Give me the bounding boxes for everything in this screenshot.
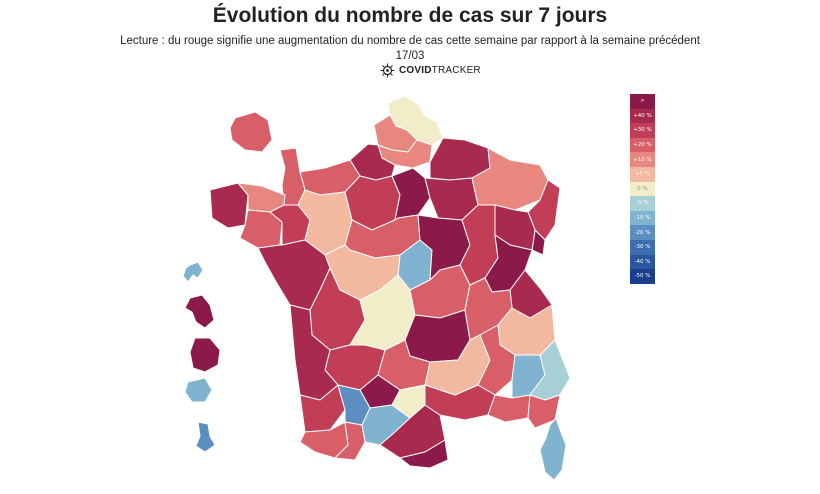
region-puy-de-dome xyxy=(404,309,471,363)
region-hautes-pyrenees xyxy=(334,421,366,461)
legend-item: +30 % xyxy=(630,123,655,138)
region-la-reunion xyxy=(184,377,213,403)
brand-logo: COVIDTRACKER xyxy=(380,62,481,78)
legend-item: +10 % xyxy=(630,152,655,167)
legend-item: -50 % xyxy=(630,269,655,284)
region-finistere xyxy=(209,182,249,229)
legend-item: > xyxy=(630,94,655,109)
legend-item: -30 % xyxy=(630,239,655,255)
page-title: Évolution du nombre de cas sur 7 jours xyxy=(212,4,608,27)
region-pyrenees-orientales xyxy=(399,439,449,469)
brand-light: TRACKER xyxy=(431,64,481,76)
region-gironde xyxy=(289,304,339,401)
legend-item: 0 % xyxy=(630,181,655,197)
legend: > +40 % +30 % +20 % +10 % +5 % 0 % -5 % -10 % -20… xyxy=(630,94,655,284)
legend-item: -10 % xyxy=(630,210,655,226)
region-morbihan xyxy=(239,209,283,249)
legend-item: -20 % xyxy=(630,225,655,240)
region-martinique xyxy=(184,294,215,329)
region-ile-de-france-inset xyxy=(229,111,273,153)
legend-item: +20 % xyxy=(630,137,655,153)
legend-item: -5 % xyxy=(630,196,655,211)
covidtracker-virus-icon xyxy=(380,63,395,77)
legend-item: +5 % xyxy=(630,166,655,182)
region-guyane xyxy=(189,337,221,373)
region-bouches-du-rhone xyxy=(487,394,531,423)
region-guadeloupe xyxy=(182,261,204,283)
legend-item: +40 % xyxy=(630,108,655,124)
legend-item: -40 % xyxy=(630,254,655,270)
region-corse xyxy=(539,417,567,481)
brand-bold: COVID xyxy=(399,64,432,76)
region-mayotte xyxy=(195,421,216,453)
map-subtitle: Lecture : du rouge signifie une augmenta… xyxy=(120,35,700,47)
map-date: 17/03 xyxy=(395,50,425,62)
